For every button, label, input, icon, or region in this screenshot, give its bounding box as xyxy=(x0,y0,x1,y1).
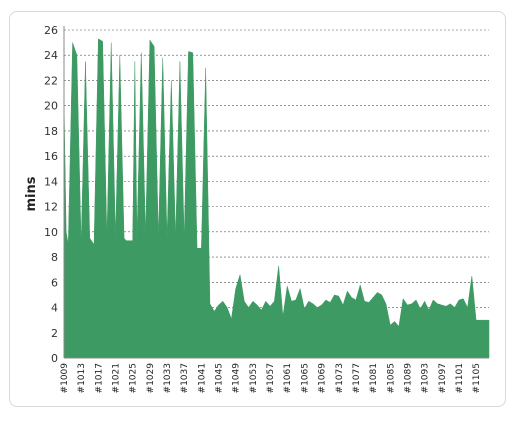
y-tick-label: 10 xyxy=(44,226,58,239)
x-tick-label: #1089 xyxy=(403,363,413,394)
x-tick-label: #1017 xyxy=(94,363,104,393)
x-tick-label: #1053 xyxy=(249,363,259,393)
x-tick-label: #1065 xyxy=(300,363,310,393)
y-axis-label: mins xyxy=(24,176,39,211)
x-tick-label: #1069 xyxy=(318,363,328,394)
axes xyxy=(63,26,489,359)
y-tick-label: 6 xyxy=(51,276,58,289)
x-tick-label: #1105 xyxy=(472,363,482,393)
y-tick-label: 18 xyxy=(44,125,58,138)
y-tick-label: 0 xyxy=(51,352,58,365)
x-tick-label: #1101 xyxy=(455,363,465,393)
x-tick-label: #1061 xyxy=(283,363,293,393)
y-tick-label: 2 xyxy=(51,327,58,340)
y-tick-label: 4 xyxy=(51,302,58,315)
x-tick-labels: #1009 #1013 #1017 #1021 #1025 #1029 #1033 #1037… xyxy=(60,363,482,394)
series-area xyxy=(63,38,490,359)
x-tick-label: #1049 xyxy=(232,363,242,394)
x-tick-label: #1093 xyxy=(421,363,431,393)
x-tick-label: #1085 xyxy=(386,363,396,393)
y-tick-label: 12 xyxy=(44,201,58,214)
x-tick-label: #1041 xyxy=(197,363,207,393)
x-tick-label: #1097 xyxy=(438,363,448,393)
x-tick-label: #1037 xyxy=(180,363,190,393)
x-tick-label: #1021 xyxy=(112,363,122,393)
x-tick-label: #1073 xyxy=(335,363,345,393)
x-tick-label: #1081 xyxy=(369,363,379,393)
x-tick-label: #1029 xyxy=(146,363,156,394)
y-tick-label: 24 xyxy=(44,49,58,62)
y-tick-label: 14 xyxy=(44,175,58,188)
x-tick-label: #1025 xyxy=(129,363,139,393)
x-tick-label: #1077 xyxy=(352,363,362,393)
x-tick-label: #1013 xyxy=(77,363,87,393)
x-tick-label: #1033 xyxy=(163,363,173,393)
y-tick-label: 22 xyxy=(44,74,58,87)
series-area-path xyxy=(63,38,490,359)
y-tick-label: 26 xyxy=(44,24,58,37)
y-tick-label: 20 xyxy=(44,100,58,113)
x-tick-label: #1009 xyxy=(60,363,70,394)
y-tick-label: 8 xyxy=(51,251,58,264)
y-tick-label: 16 xyxy=(44,150,58,163)
x-tick-label: #1045 xyxy=(215,363,225,393)
x-tick-label: #1057 xyxy=(266,363,276,393)
